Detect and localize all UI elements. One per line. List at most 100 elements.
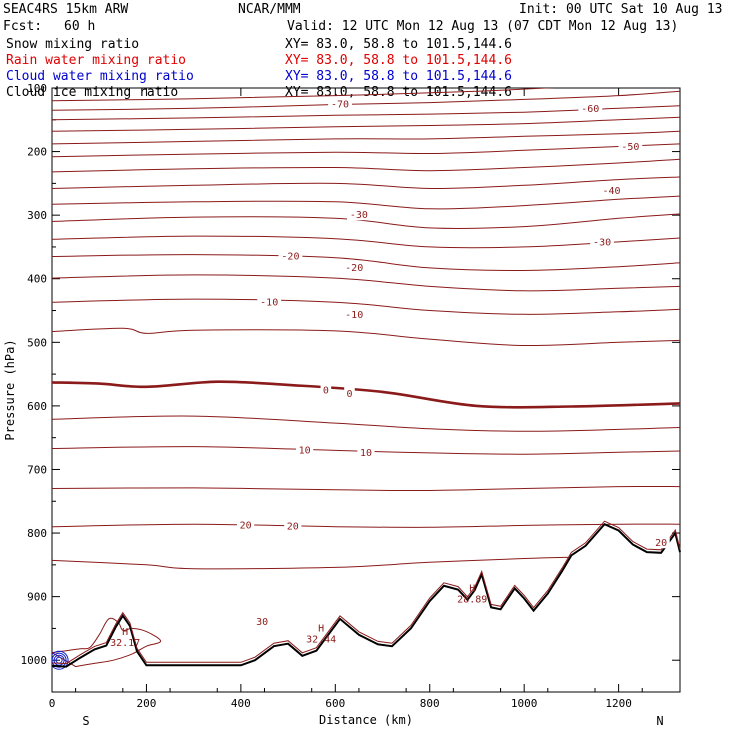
legend-entry-name: Cloud water mixing ratio — [6, 69, 194, 84]
x-tick-label: 400 — [231, 697, 251, 710]
contour-label: 20 — [287, 522, 299, 533]
endpoint-label-left: S — [82, 714, 89, 728]
contour-label: -20 — [345, 263, 363, 274]
temperature-contour-line — [52, 90, 680, 111]
model-title: SEAC4RS 15km ARW — [3, 2, 128, 17]
contour-label-bg — [284, 519, 302, 532]
contour-label-bg — [320, 383, 332, 396]
contour-label-bg — [257, 295, 282, 308]
terrain-line — [51, 522, 681, 668]
y-tick-label: 400 — [27, 273, 47, 286]
temperature-contour-line — [52, 523, 680, 528]
x-tick-label: 600 — [325, 697, 345, 710]
temperature-contour-line — [52, 254, 680, 272]
valid-time: Valid: 12 UTC Mon 12 Aug 13 (07 CDT Mon … — [287, 19, 678, 34]
temperature-contour-line — [52, 235, 680, 249]
legend: Snow mixing ratio XY= 83.0, 58.8 to 101.5… — [6, 37, 512, 100]
contour-label-bg — [347, 208, 371, 221]
contour-label-bg — [578, 101, 603, 114]
contour-label-bg — [296, 443, 314, 456]
cloud-water-contour — [52, 650, 69, 670]
legend-entry-name: Rain water mixing ratio — [6, 53, 186, 68]
org-label: NCAR/MMM — [238, 2, 301, 17]
temperature-contour-line — [52, 556, 572, 570]
y-tick-label: 100 — [27, 82, 47, 95]
contour-label: -10 — [345, 310, 363, 321]
y-tick-label: 1000 — [21, 654, 48, 667]
cloud-water-contour — [53, 654, 65, 666]
temperature-contour-line — [52, 130, 680, 145]
plot-frame — [51, 87, 681, 693]
contour-label-bg — [342, 307, 367, 320]
maximum-value: 28.89 — [457, 595, 487, 606]
contour-label: -50 — [621, 142, 639, 153]
contour-labels: -70 -60 -50 -40 -30 -30 -20 -20 -10 -10 0 0 10 10 20 20… — [110, 97, 670, 649]
contour-label: -20 — [281, 251, 299, 262]
terrain — [51, 520, 681, 668]
y-tick-label: 500 — [27, 336, 47, 349]
x-tick-label: 200 — [136, 697, 156, 710]
contour-label: -60 — [581, 104, 599, 115]
y-axis-label: Pressure (hPa) — [3, 339, 17, 440]
temperature-contour-line — [52, 195, 680, 210]
y-tick-label: 300 — [27, 209, 47, 222]
contour-label: 0 — [323, 386, 329, 397]
legend-entry-name: Cloud ice mixing ratio — [6, 85, 178, 100]
legend-entry-xy: XY= 83.0, 58.8 to 101.5,144.6 — [285, 53, 512, 68]
contour-label: 10 — [360, 448, 372, 459]
temperature-contour-line — [52, 143, 680, 158]
contour-label: 20 — [655, 538, 667, 549]
endpoint-label-right: N — [656, 714, 663, 728]
contour-label: -30 — [593, 237, 611, 248]
temperature-contour-line — [52, 380, 680, 409]
temperature-contour-line — [52, 298, 680, 315]
temperature-contour-line — [52, 105, 680, 121]
contour-label: 0 — [346, 389, 352, 400]
contour-label: -30 — [350, 210, 368, 221]
contour-label-bg — [618, 140, 643, 153]
init-time: Init: 00 UTC Sat 10 Aug 13 — [519, 2, 723, 17]
temperature-contour-line — [52, 176, 680, 190]
contour-label: -40 — [603, 186, 621, 197]
contour-label-bg — [652, 536, 670, 549]
x-tick-label: 800 — [420, 697, 440, 710]
contour-label: 30 — [256, 617, 268, 628]
contour-label-bg — [342, 260, 367, 273]
x-tick-label: 1000 — [511, 697, 538, 710]
contour-label-bg — [328, 97, 352, 110]
contour-label: 10 — [299, 445, 311, 456]
temperature-contour-line — [52, 327, 680, 347]
contour-label: 20 — [240, 520, 252, 531]
temperature-contour-line — [52, 274, 680, 292]
fcst-value: 60 h — [64, 19, 95, 34]
rain-contour-outline — [52, 617, 162, 668]
contour-label-bg — [357, 445, 375, 458]
x-axis-label: Distance (km) — [319, 713, 413, 727]
x-tick-label: 0 — [49, 697, 56, 710]
legend-entry-xy: XY= 83.0, 58.8 to 101.5,144.6 — [285, 69, 512, 84]
surface-contour-line — [51, 520, 681, 665]
maximum-value: 32.44 — [306, 635, 336, 646]
contour-label-bg — [590, 235, 614, 248]
temperature-contour-line — [52, 446, 680, 455]
maximum-marker: H — [318, 624, 324, 635]
contour-label: -70 — [331, 100, 349, 111]
contour-label-bg — [253, 615, 271, 628]
maximum-marker: H — [122, 627, 128, 638]
contour-label-bg — [278, 249, 303, 262]
contour-label-bg — [344, 386, 355, 399]
legend-entry-xy: XY= 83.0, 58.8 to 101.5,144.6 — [285, 37, 512, 52]
maximum-marker: H — [469, 584, 475, 595]
y-tick-label: 700 — [27, 463, 47, 476]
temperature-contour-line — [52, 415, 680, 432]
temperature-contour-line — [52, 158, 680, 173]
contour-label-bg — [599, 183, 624, 196]
legend-entry-name: Snow mixing ratio — [6, 37, 139, 52]
y-tick-label: 600 — [27, 400, 47, 413]
contour-label-bg — [236, 518, 255, 531]
fcst-label: Fcst: — [3, 19, 42, 34]
legend-entry-xy: XY= 83.0, 58.8 to 101.5,144.6 — [285, 85, 512, 100]
